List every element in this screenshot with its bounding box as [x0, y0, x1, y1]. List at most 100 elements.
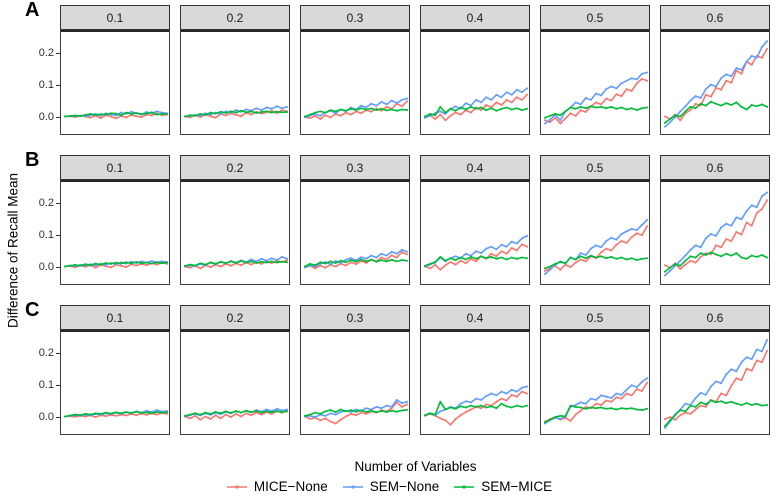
plot-area — [180, 30, 290, 135]
data-point — [615, 257, 618, 260]
data-point — [360, 104, 363, 107]
data-point — [349, 261, 352, 264]
data-point — [495, 109, 498, 112]
data-point — [564, 262, 567, 265]
data-point — [669, 118, 672, 120]
data-point — [166, 411, 168, 414]
facet-panel: 0.3 — [300, 5, 410, 135]
line-series-canvas — [184, 255, 288, 270]
data-point — [490, 392, 493, 395]
plot-area — [660, 30, 770, 135]
line-series-canvas — [544, 377, 648, 425]
data-point — [334, 112, 337, 115]
data-point — [689, 248, 692, 251]
data-point — [485, 247, 488, 250]
data-point — [464, 108, 467, 111]
data-point — [380, 407, 383, 410]
data-point — [689, 109, 692, 112]
line-series-canvas — [424, 385, 528, 426]
data-point — [569, 419, 572, 422]
data-point — [589, 397, 592, 400]
data-point — [689, 404, 692, 407]
data-point — [579, 409, 582, 412]
data-point — [184, 414, 186, 417]
data-point — [355, 408, 357, 411]
data-point — [184, 115, 186, 118]
data-point — [385, 260, 388, 263]
data-point — [620, 256, 623, 259]
data-point — [600, 251, 603, 254]
data-point — [439, 410, 442, 413]
data-point — [730, 81, 733, 84]
facet-panel: 0.5 — [540, 305, 650, 435]
data-point — [250, 258, 253, 261]
data-point — [434, 263, 437, 266]
data-point — [544, 269, 546, 272]
data-point — [515, 242, 518, 245]
data-point — [574, 405, 577, 408]
data-point — [480, 106, 483, 109]
facet-strip-label: 0.4 — [420, 5, 530, 30]
data-point — [260, 257, 263, 260]
data-point — [464, 252, 467, 255]
data-point — [444, 259, 447, 262]
data-point — [574, 413, 577, 416]
data-point — [224, 413, 227, 416]
data-point — [390, 254, 393, 257]
data-point — [334, 411, 337, 413]
data-point — [449, 107, 452, 110]
data-point — [574, 261, 577, 264]
data-point — [595, 106, 597, 109]
data-point — [750, 369, 753, 372]
data-point — [760, 103, 763, 106]
facet-row-a: A 0.2 0.1 0.0 0.1 0.2 0.3 0.4 0.5 0.6 — [0, 0, 778, 136]
data-point — [385, 105, 388, 108]
data-point — [115, 411, 117, 414]
data-point — [145, 261, 148, 264]
data-point — [214, 411, 217, 413]
data-point — [475, 250, 477, 253]
data-point — [505, 392, 508, 395]
line-series-canvas — [64, 110, 168, 120]
data-point — [574, 114, 577, 117]
data-point — [720, 104, 723, 107]
data-point — [360, 112, 363, 115]
data-point — [635, 259, 638, 262]
data-point — [219, 110, 222, 113]
data-point — [454, 255, 457, 258]
data-point — [584, 107, 587, 110]
data-point — [319, 419, 322, 422]
data-point — [265, 110, 268, 113]
data-point — [334, 262, 337, 264]
facet-strip-label: 0.6 — [660, 155, 770, 180]
data-point — [365, 106, 368, 109]
data-point — [740, 218, 743, 221]
data-point — [725, 73, 728, 76]
data-point — [155, 110, 158, 113]
data-point — [526, 245, 528, 248]
data-point — [319, 114, 322, 117]
data-point — [750, 254, 753, 257]
data-point — [380, 256, 383, 259]
data-point — [349, 259, 352, 262]
data-point — [559, 268, 562, 271]
data-point — [89, 116, 92, 119]
data-point — [74, 413, 77, 416]
data-point — [120, 114, 123, 117]
data-point — [689, 105, 692, 108]
data-point — [275, 105, 278, 108]
data-point — [390, 99, 393, 102]
series-line-sem-none — [664, 40, 768, 128]
data-point — [755, 211, 758, 214]
data-point — [120, 412, 123, 415]
plot-area — [60, 330, 170, 435]
data-point — [605, 407, 608, 410]
data-point — [709, 95, 712, 98]
data-point — [520, 91, 523, 94]
data-point — [406, 97, 408, 100]
data-point — [265, 261, 268, 264]
data-point — [704, 104, 707, 107]
data-point — [240, 115, 243, 118]
data-point — [380, 252, 383, 255]
data-point — [699, 102, 702, 105]
